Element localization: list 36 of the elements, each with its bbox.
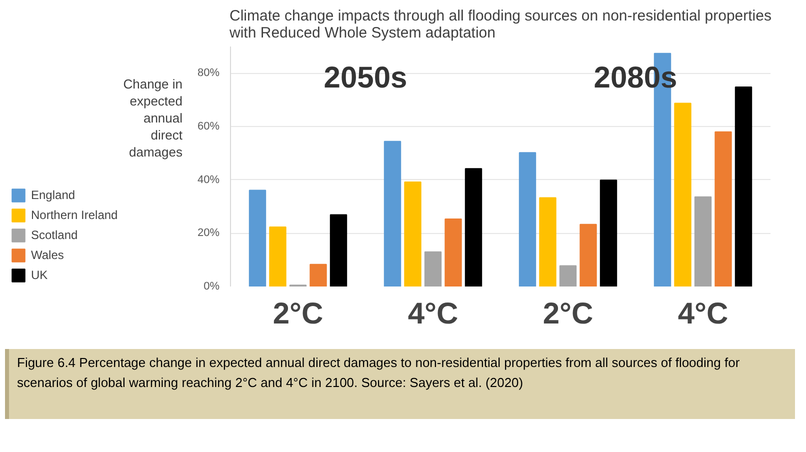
bar [424,251,442,286]
bar [310,264,327,286]
y-tick-label: 80% [197,67,220,80]
x-tick-label: 4°C [678,298,728,330]
bar [330,214,348,286]
y-tick-label: 0% [204,280,220,292]
bar [580,224,597,286]
x-tick-label: 2°C [542,298,594,330]
bar [714,131,732,286]
bar [269,226,286,286]
bar [539,197,556,286]
x-tick-label: 4°C [408,298,458,330]
y-tick-label: 20% [197,227,220,240]
y-axis-title: Change in expected annual direct damages [123,76,183,160]
bar [444,218,462,286]
chart-title: Climate change impacts through all flooding sources on non-residential properties with Reduced Whole System adaptation [228,8,772,42]
legend-label: Northern Ireland [31,208,118,222]
bar [674,102,692,286]
legend-label: UK [31,268,49,282]
legend-label: England [31,188,76,202]
y-tick-label: 40% [197,174,220,186]
y-tick-label: 60% [197,120,220,132]
bar [518,152,536,286]
bar [694,196,712,286]
caption: Figure 6.4 Percentage change in expected annual direct damages to non-residential properties from all sources of flooding for scenarios of global warming reaching 2°C and 4°C in 2100. Source: Sayers et al. (2020) [17,354,741,392]
bar [384,140,402,286]
bar [600,180,618,286]
annotation: 2050s [324,62,408,94]
bar [404,181,422,286]
legend-label: Scotland [31,228,78,242]
x-tick-label: 2°C [272,298,324,330]
bar [464,168,482,286]
bar [559,265,577,286]
legend-label: Wales [31,248,64,262]
bar [248,190,266,286]
bar [734,86,752,286]
